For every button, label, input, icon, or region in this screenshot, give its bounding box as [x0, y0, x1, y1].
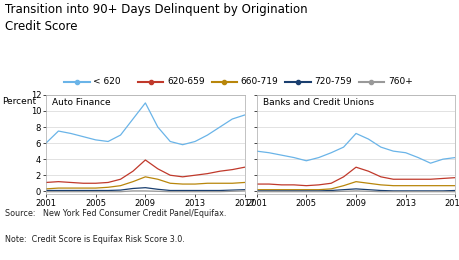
- Text: Auto Finance: Auto Finance: [52, 98, 110, 107]
- Text: 760+: 760+: [387, 77, 412, 86]
- Text: 660-719: 660-719: [240, 77, 278, 86]
- Text: Percent: Percent: [2, 98, 36, 107]
- Text: 720-759: 720-759: [313, 77, 351, 86]
- Text: Transition into 90+ Days Delinquent by Origination
Credit Score: Transition into 90+ Days Delinquent by O…: [5, 3, 307, 32]
- Text: Banks and Credit Unions: Banks and Credit Unions: [262, 98, 373, 107]
- Text: 620-659: 620-659: [167, 77, 204, 86]
- Text: < 620: < 620: [93, 77, 121, 86]
- Text: Source:   New York Fed Consumer Credit Panel/Equifax.: Source: New York Fed Consumer Credit Pan…: [5, 209, 225, 218]
- Text: Note:  Credit Score is Equifax Risk Score 3.0.: Note: Credit Score is Equifax Risk Score…: [5, 235, 184, 244]
